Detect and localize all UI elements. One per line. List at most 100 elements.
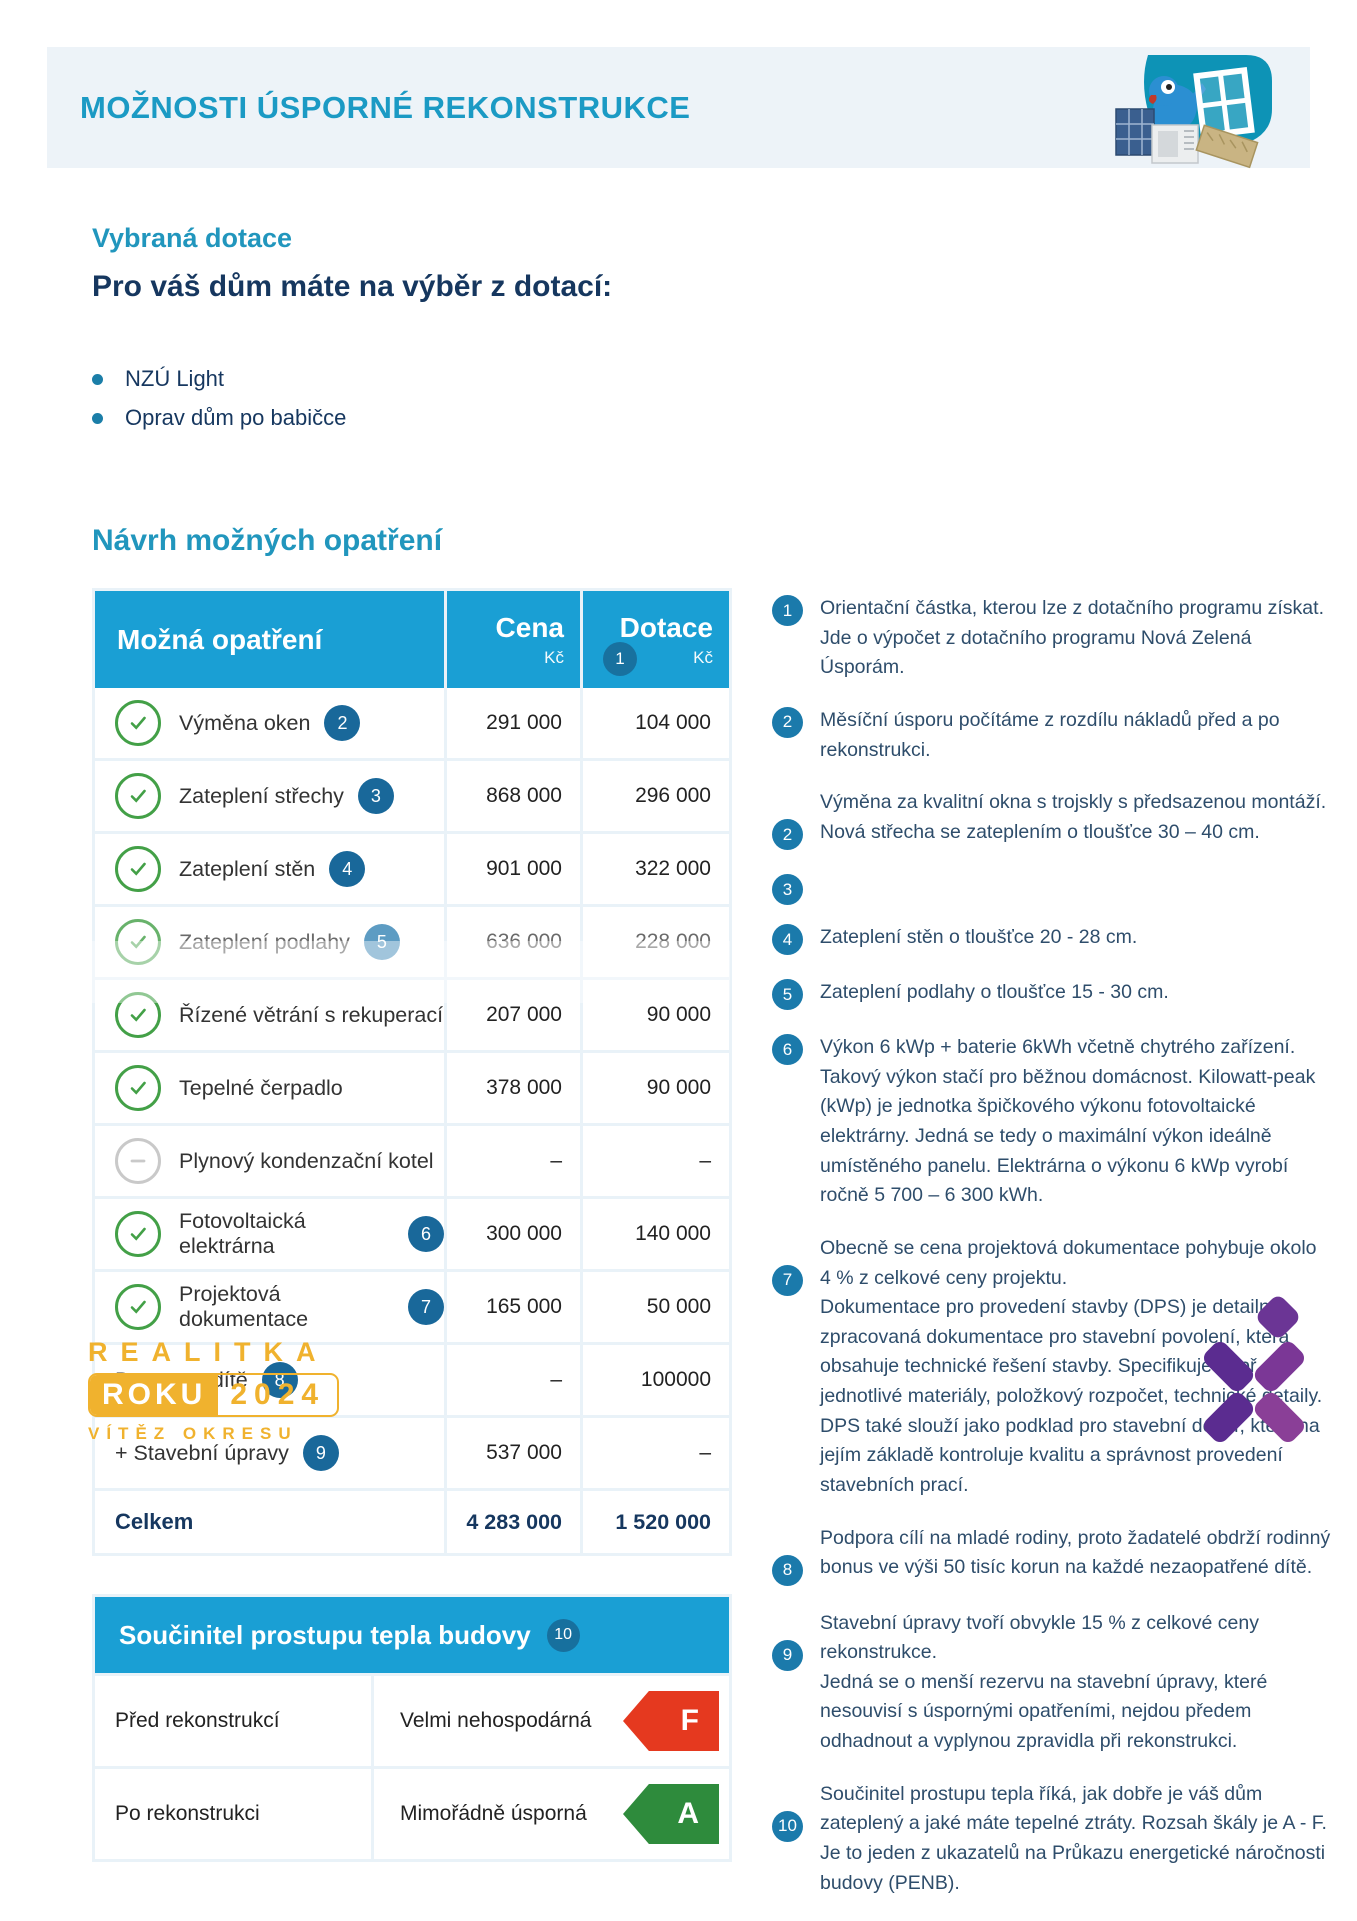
price-unit-label: Kč (544, 647, 564, 667)
table-row: Zateplení střechy 3 (95, 761, 444, 831)
tables-column: Možná opatření Cena Kč Dotace Kč 1 (92, 588, 732, 1921)
note-text: Obecně se cena projektová dokumentace po… (820, 1236, 1323, 1496)
table-row: Projektová dokumentace 7 (95, 1272, 444, 1342)
note-text: Měsíční úsporu počítáme z rozdílu náklad… (820, 708, 1280, 761)
table-row: + Stavební úpravy 9 (95, 1418, 444, 1488)
grant-option-label: Oprav dům po babičce (125, 405, 347, 430)
note-badge: 4 (772, 924, 803, 956)
table-row: Tepelné čerpadlo (95, 1053, 444, 1123)
measure-label: Plynový kondenzační kotel (179, 1148, 434, 1173)
note-item: 5 Zateplení podlahy o tloušťce 15 - 30 c… (772, 978, 1332, 1011)
check-icon (115, 773, 161, 819)
grant-options-list: NZÚ Light Oprav dům po babičce (92, 366, 1332, 431)
price-value: 868 000 (447, 761, 580, 831)
grant-value: 90 000 (583, 980, 729, 1050)
heat-transfer-title: Součinitel prostupu tepla budovy (119, 1619, 531, 1650)
table-row: Řízené větrání s rekuperací (95, 980, 444, 1050)
list-item: Oprav dům po babičce (92, 405, 1332, 431)
measure-label: Řízené větrání s rekuperací (179, 1002, 444, 1027)
grant-value: – (583, 1418, 729, 1488)
column-header-measure: Možná opatření (117, 623, 323, 655)
measures-table-body: Výměna oken 2 291 000 104 000 Zateplení … (95, 688, 729, 1553)
note-badge: 2 (772, 819, 803, 851)
price-value: 291 000 (447, 688, 580, 758)
table-row: Plynový kondenzační kotel (95, 1126, 444, 1196)
bullet-icon (92, 412, 103, 424)
measures-table-header: Možná opatření Cena Kč Dotace Kč 1 (95, 591, 729, 688)
note-item: 1 Orientační částka, kterou lze z dotačn… (772, 594, 1332, 683)
table-row: Výměna oken 2 (95, 688, 444, 758)
note-badge: 1 (772, 595, 803, 626)
measure-label: + Stavební úpravy (115, 1440, 289, 1465)
energy-grade-a-badge: A (623, 1784, 719, 1844)
bullet-icon (92, 373, 103, 385)
note-item: 10 Součinitel prostupu tepla říká, jak d… (772, 1780, 1332, 1899)
note-ref-badge: 4 (329, 851, 366, 887)
note-ref-badge: 8 (261, 1362, 298, 1398)
measure-label: Fotovoltaická elektrárna (179, 1209, 306, 1258)
check-icon (115, 846, 161, 892)
column-header-grant: Dotace (619, 611, 713, 643)
grant-value: 90 000 (583, 1053, 729, 1123)
price-value: – (447, 1126, 580, 1196)
grant-subheading: Pro váš dům máte na výběr z dotací: (92, 270, 613, 303)
check-icon (115, 1211, 161, 1257)
insulation-icon (1195, 124, 1259, 169)
measures-table: Možná opatření Cena Kč Dotace Kč 1 (92, 588, 732, 1556)
grant-option-label: NZÚ Light (125, 366, 225, 391)
grant-value: 322 000 (583, 834, 729, 904)
note-item: 4 Zateplení stěn o tloušťce 20 - 28 cm. (772, 923, 1332, 956)
solar-panel-icon (1115, 108, 1155, 156)
check-icon (115, 992, 161, 1038)
list-item: NZÚ Light (92, 366, 1332, 392)
grant-value: 296 000 (583, 761, 729, 831)
note-item: 8 Podpora cílí na mladé rodiny, proto ža… (772, 1524, 1332, 1586)
note-ref-badge: 3 (357, 778, 394, 814)
price-value: 636 000 (447, 907, 580, 977)
header-band: MOŽNOSTI ÚSPORNÉ REKONSTRUKCE (47, 47, 1310, 169)
heat-row-value: Mimořádně úsporná A (374, 1769, 729, 1859)
measures-heading: Návrh možných opatření (92, 524, 443, 557)
note-text: Zateplení stěn o tloušťce 20 - 28 cm. (820, 926, 1138, 949)
note-text: Podpora cílí na mladé rodiny, proto žada… (820, 1526, 1331, 1579)
heat-row-value: Velmi nehospodárná F (374, 1676, 729, 1766)
price-value: 207 000 (447, 980, 580, 1050)
note-text: Stavební úpravy tvoří obvykle 15 % z cel… (820, 1611, 1268, 1753)
measure-label: Zateplení střechy (179, 783, 344, 808)
note-ref-badge: 5 (363, 924, 400, 960)
price-value: 537 000 (447, 1418, 580, 1488)
note-ref-badge: 7 (408, 1289, 444, 1325)
grant-value: 50 000 (583, 1272, 729, 1342)
note-item: 7 Obecně se cena projektová dokumentace … (772, 1234, 1332, 1501)
measure-label: Bonus na dítě (115, 1367, 248, 1392)
note-badge: 9 (772, 1639, 803, 1671)
note-item: 3 (772, 873, 1332, 906)
note-badge: 6 (772, 1034, 803, 1066)
efficiency-text: Velmi nehospodárná (400, 1709, 592, 1732)
check-icon (115, 1065, 161, 1111)
note-text: Součinitel prostupu tepla říká, jak dobř… (820, 1782, 1327, 1894)
notes-column: 1 Orientační částka, kterou lze z dotačn… (772, 594, 1332, 1921)
table-total-row: Celkem (95, 1491, 444, 1553)
grant-heading: Vybraná dotace (92, 223, 293, 253)
note-text: Orientační částka, kterou lze z dotačníh… (820, 597, 1324, 679)
grant-value: 140 000 (583, 1199, 729, 1269)
measure-label: Tepelné čerpadlo (179, 1075, 343, 1100)
note-ref-badge: 6 (408, 1216, 444, 1252)
measure-label: Zateplení podlahy (179, 929, 350, 954)
heat-transfer-table: Součinitel prostupu tepla budovy 10 Před… (92, 1594, 732, 1862)
note-badge: 3 (772, 874, 803, 906)
note-text: Zateplení podlahy o tloušťce 15 - 30 cm. (820, 981, 1169, 1004)
check-icon (115, 700, 161, 746)
note-item: 2 Měsíční úsporu počítáme z rozdílu nákl… (772, 706, 1332, 765)
note-text: Výkon 6 kWp + baterie 6kWh včetně chytré… (820, 1036, 1316, 1207)
note-badge: 8 (772, 1554, 803, 1586)
heat-pump-icon (1151, 124, 1199, 164)
price-value: 901 000 (447, 834, 580, 904)
efficiency-text: Mimořádně úsporná (400, 1802, 587, 1825)
note-item: 2 Výměna za kvalitní okna s trojskly s p… (772, 788, 1332, 851)
note-badge: 7 (772, 1264, 803, 1296)
grant-value: – (583, 1126, 729, 1196)
measure-label: Zateplení stěn (179, 856, 316, 881)
page-title: MOŽNOSTI ÚSPORNÉ REKONSTRUKCE (80, 89, 691, 125)
